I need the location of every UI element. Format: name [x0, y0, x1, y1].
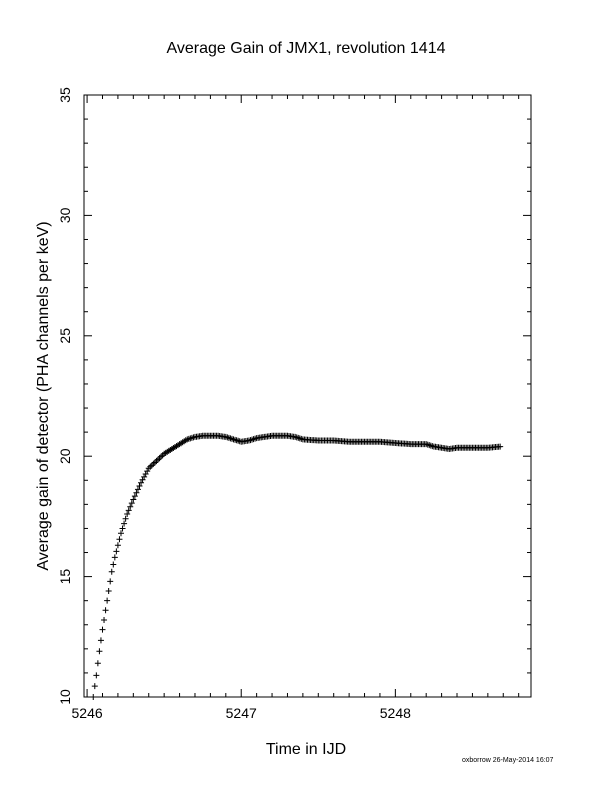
y-tick-label: 25 — [57, 328, 73, 344]
data-point — [116, 536, 123, 543]
data-point — [101, 616, 108, 623]
data-point — [156, 455, 163, 462]
x-tick-label: 5247 — [226, 705, 257, 721]
data-point — [110, 561, 117, 568]
y-tick-label: 20 — [57, 448, 73, 464]
data-point — [138, 479, 145, 486]
data-point — [122, 515, 129, 522]
y-tick-label: 10 — [57, 689, 73, 705]
data-point — [497, 443, 504, 450]
data-point — [97, 637, 104, 644]
data-point — [94, 660, 101, 667]
data-point — [130, 496, 137, 503]
x-axis-label: Time in IJD — [266, 741, 346, 758]
x-axis: 5246 5247 5248 — [72, 95, 520, 721]
data-point — [142, 471, 149, 478]
data-point — [105, 588, 112, 595]
data-point — [104, 597, 111, 604]
data-point — [121, 520, 128, 527]
data-point — [147, 463, 154, 470]
y-axis: 10 15 20 25 30 35 — [57, 87, 531, 705]
chart-title: Average Gain of JMX1, revolution 1414 — [167, 40, 446, 57]
data-point — [119, 525, 126, 532]
plot-frame — [83, 94, 532, 698]
data-point — [124, 510, 131, 517]
y-axis-label: Average gain of detector (PHA channels p… — [35, 221, 52, 570]
data-point — [107, 578, 114, 585]
data-point — [117, 530, 124, 537]
data-point — [90, 694, 97, 700]
y-tick-label: 35 — [57, 87, 73, 103]
data-point — [125, 507, 132, 514]
data-point — [91, 683, 98, 690]
data-point — [151, 459, 158, 466]
data-point — [153, 458, 160, 465]
data-point — [111, 554, 118, 561]
data-point — [141, 473, 148, 480]
y-tick-label: 15 — [57, 569, 73, 585]
x-tick-label: 5248 — [380, 705, 411, 721]
data-point — [128, 500, 135, 507]
data-point — [134, 486, 141, 493]
data-point — [145, 465, 152, 472]
data-point — [148, 462, 155, 469]
data-point — [136, 483, 143, 490]
footer-credit: oxborrow 26-May-2014 16:07 — [462, 757, 554, 764]
data-point — [139, 476, 146, 483]
data-point — [150, 460, 157, 467]
data-point — [133, 489, 140, 496]
data-point — [154, 456, 161, 463]
data-point — [96, 648, 103, 655]
data-series — [90, 432, 504, 700]
data-point — [102, 607, 109, 614]
data-point — [114, 542, 121, 549]
data-point — [144, 468, 151, 475]
data-point — [127, 503, 134, 510]
data-point — [108, 568, 115, 575]
data-point — [158, 453, 165, 460]
data-point — [131, 493, 138, 500]
data-point — [99, 626, 106, 633]
data-point — [93, 672, 100, 679]
x-tick-label: 5246 — [72, 705, 103, 721]
y-tick-label: 30 — [57, 207, 73, 223]
data-point — [113, 548, 120, 555]
